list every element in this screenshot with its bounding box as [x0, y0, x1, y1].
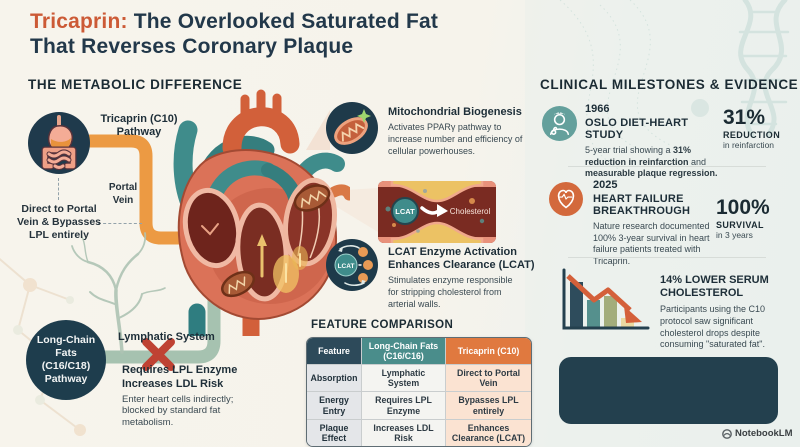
- table-row-feature: Energy Entry: [307, 391, 361, 419]
- doctor-icon: [542, 106, 577, 141]
- digestive-system-icon: [28, 112, 90, 174]
- cholesterol-title-line1: 14% LOWER SERUM: [660, 274, 769, 286]
- brand-label: NotebookLM: [735, 428, 793, 439]
- table-cell: Increases LDL Risk: [361, 418, 445, 446]
- milestone-title: OSLO DIET-HEART STUDY: [585, 116, 689, 142]
- milestone-title-line1: HEART FAILURE: [593, 192, 684, 205]
- tricaprin-pathway-label: Tricaprin (C10) Pathway: [100, 113, 178, 139]
- milestone-description: 5-year trial showing a 31% reduction in …: [585, 145, 718, 179]
- table-cell: Bypasses LPL entirely: [445, 391, 531, 419]
- table-row-feature: Absorption: [307, 364, 361, 392]
- lcat-enzyme-icon: LCAT: [326, 239, 378, 291]
- lcat-callout: LCAT Enzyme Activation Enhances Clearanc…: [388, 246, 536, 310]
- table-col-header-tricaprin: Tricaprin (C10): [445, 338, 531, 365]
- lymphatic-tree: [71, 232, 166, 354]
- artery-cholesterol-label: Cholesterol: [450, 207, 491, 216]
- lpl-bold-line1: Requires LPL Enzyme: [122, 364, 238, 376]
- cholesterol-bar-chart: [556, 266, 651, 336]
- long-chain-pathway-badge: Long-Chain Fats (C16/C18) Pathway: [26, 320, 106, 400]
- clinical-heading: CLINICAL MILESTONES & EVIDENCE: [540, 77, 799, 92]
- notebooklm-brand: NotebookLM: [722, 428, 793, 439]
- milestone-2025: 2025 HEART FAILURE BREAKTHROUGH Nature r…: [593, 179, 735, 268]
- stat-2025: 100% SURVIVAL in 3 years: [716, 197, 794, 240]
- lcat-title-line2: Enhances Clearance (LCAT): [388, 259, 535, 272]
- table-col-header-longchain: Long-Chain Fats (C16/C16): [361, 338, 445, 365]
- stat-subtext: in 3 years: [716, 230, 753, 240]
- stat-label: SURVIVAL: [716, 220, 764, 230]
- metabolic-heading: THE METABOLIC DIFFERENCE: [28, 77, 243, 92]
- lpl-risk-block: Requires LPL Enzyme Increases LDL Risk E…: [122, 364, 262, 429]
- table-cell: Requires LPL Enzyme: [361, 391, 445, 419]
- cholesterol-callout: 14% LOWER SERUM CHOLESTEROL Participants…: [660, 274, 792, 351]
- dna-decoration: [738, 0, 790, 138]
- artery-illustration: LCAT Cholesterol: [378, 181, 496, 243]
- cholesterol-title-line2: CHOLESTEROL: [660, 287, 744, 300]
- milestone-year: 1966: [585, 103, 610, 115]
- milestone-1966: 1966 OSLO DIET-HEART STUDY 5-year trial …: [585, 103, 723, 180]
- blocked-x-icon: [142, 338, 175, 371]
- mito-description: Activates PPARγ pathway to increase numb…: [388, 122, 523, 156]
- feature-comparison-table: Feature Long-Chain Fats (C16/C16) Tricap…: [306, 337, 532, 447]
- mito-callout: Mitochondrial Biogenesis Activates PPARγ…: [388, 106, 536, 157]
- table-cell: Enhances Clearance (LCAT): [445, 418, 531, 446]
- stat-subtext: in reinfarction: [723, 140, 775, 150]
- lpl-bold-line2: Increases LDL Risk: [122, 377, 224, 390]
- direct-portal-note: Direct to Portal Vein & Bypasses LPL ent…: [16, 203, 102, 242]
- table-row-feature: Plaque Effect: [307, 418, 361, 446]
- dashed-connector-horizontal: [98, 223, 142, 224]
- stat-label: REDUCTION: [723, 130, 781, 140]
- tricaprin-path: [83, 134, 239, 262]
- divider: [568, 166, 766, 167]
- artery-lcat-badge: LCAT: [395, 207, 415, 216]
- dashed-connector-vertical: [58, 178, 59, 200]
- stat-number: 100%: [716, 196, 770, 219]
- notebooklm-logo-icon: [722, 428, 732, 439]
- title-highlight: Tricaprin:: [30, 10, 128, 33]
- stat-number: 31%: [723, 106, 766, 129]
- mito-title: Mitochondrial Biogenesis: [388, 106, 522, 118]
- title-rest: The Overlooked Saturated Fat: [127, 10, 439, 33]
- long-chain-pathway-label: Long-Chain Fats (C16/C18) Pathway: [36, 333, 96, 386]
- lcat-icon-label: LCAT: [338, 263, 355, 270]
- dark-panel: [559, 357, 778, 424]
- page-title: Tricaprin: The Overlooked Saturated Fat …: [30, 10, 438, 60]
- lcat-title-line1: LCAT Enzyme Activation: [388, 246, 517, 258]
- feature-comparison-heading: FEATURE COMPARISON: [311, 319, 454, 331]
- table-cell: Direct to Portal Vein: [445, 364, 531, 392]
- table-cell: Lymphatic System: [361, 364, 445, 392]
- cholesterol-description: Participants using the C10 protocol saw …: [660, 304, 766, 350]
- lymphatic-path: [97, 239, 221, 364]
- portal-vein-label: Portal Vein: [108, 182, 138, 206]
- milestone-description: Nature research documented 100% 3-year s…: [593, 221, 710, 267]
- milestone-title-line2: BREAKTHROUGH: [593, 205, 691, 218]
- title-line2: That Reverses Coronary Plaque: [30, 34, 354, 58]
- heart-failure-icon: [549, 182, 583, 216]
- lymphatic-system-label: Lymphatic System: [118, 331, 215, 343]
- divider: [568, 257, 766, 258]
- heart-illustration: [173, 89, 350, 336]
- lpl-description: Enter heart cells indirectly; blocked by…: [122, 393, 234, 429]
- milestone-year: 2025: [593, 179, 618, 191]
- table-col-header-feature: Feature: [307, 338, 361, 365]
- mitochondria-icon: [326, 102, 378, 154]
- lcat-description: Stimulates enzyme responsible for stripp…: [388, 275, 513, 309]
- stat-1966: 31% REDUCTION in reinfarction: [723, 107, 793, 150]
